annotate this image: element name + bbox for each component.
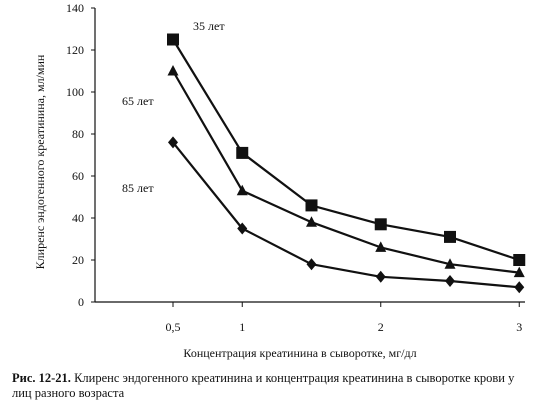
data-point-triangle [513, 266, 525, 278]
data-point-triangle [167, 65, 179, 76]
labels: Концентрация креатинина в сыворотке, мг/… [33, 19, 417, 360]
data-point-diamond [168, 136, 178, 149]
series-markers [167, 33, 526, 294]
series-line-triangle [172, 70, 520, 274]
data-point-diamond [514, 281, 525, 294]
x-tick-label: 2 [378, 320, 384, 334]
data-point-diamond [237, 222, 248, 235]
y-tick-label: 0 [78, 295, 84, 309]
data-point-triangle [444, 258, 456, 269]
caption-label: Рис. 12-21. [12, 371, 71, 385]
figure-caption: Рис. 12-21. Клиренс эндогенного креатини… [12, 371, 534, 401]
y-axis-title: Клиренс эндогенного креатинина, мл/мин [33, 54, 47, 269]
data-point-square [305, 199, 318, 212]
y-tick-label: 100 [66, 85, 84, 99]
y-tick-label: 60 [72, 169, 84, 183]
axes: 0 20 40 60 80 100 120 140 0,5 1 2 3 [66, 1, 525, 334]
x-tick-label: 1 [239, 320, 245, 334]
data-point-triangle [236, 184, 248, 196]
y-tick-label: 140 [66, 1, 84, 15]
x-axis-title: Концентрация креатинина в сыворотке, мг/… [183, 346, 416, 360]
data-point-triangle [375, 241, 387, 252]
data-point-square [374, 218, 387, 231]
y-tick-label: 40 [72, 211, 84, 225]
series-label: 35 лет [193, 19, 225, 33]
x-tick-label: 3 [516, 320, 522, 334]
chart-area: 0 20 40 60 80 100 120 140 0,5 1 2 3 Концентрация кр… [33, 1, 526, 360]
y-tick-label: 80 [72, 127, 84, 141]
series-lines [172, 38, 520, 289]
series-line-diamond [172, 141, 520, 289]
series-label: 85 лет [122, 181, 154, 195]
data-point-square [444, 230, 456, 243]
y-tick-label: 120 [66, 43, 84, 57]
data-point-diamond [306, 258, 317, 271]
data-point-triangle [306, 216, 317, 227]
data-point-diamond [375, 270, 386, 283]
caption-text: Клиренс эндогенного креатинина и концент… [12, 371, 515, 400]
x-tick-label: 0,5 [166, 320, 181, 334]
data-point-diamond [445, 275, 455, 287]
y-tick-label: 20 [72, 253, 84, 267]
series-label: 65 лет [122, 94, 154, 108]
series-line-square [172, 38, 520, 262]
data-point-square [513, 254, 526, 266]
data-point-square [167, 33, 179, 46]
data-point-square [236, 146, 249, 159]
